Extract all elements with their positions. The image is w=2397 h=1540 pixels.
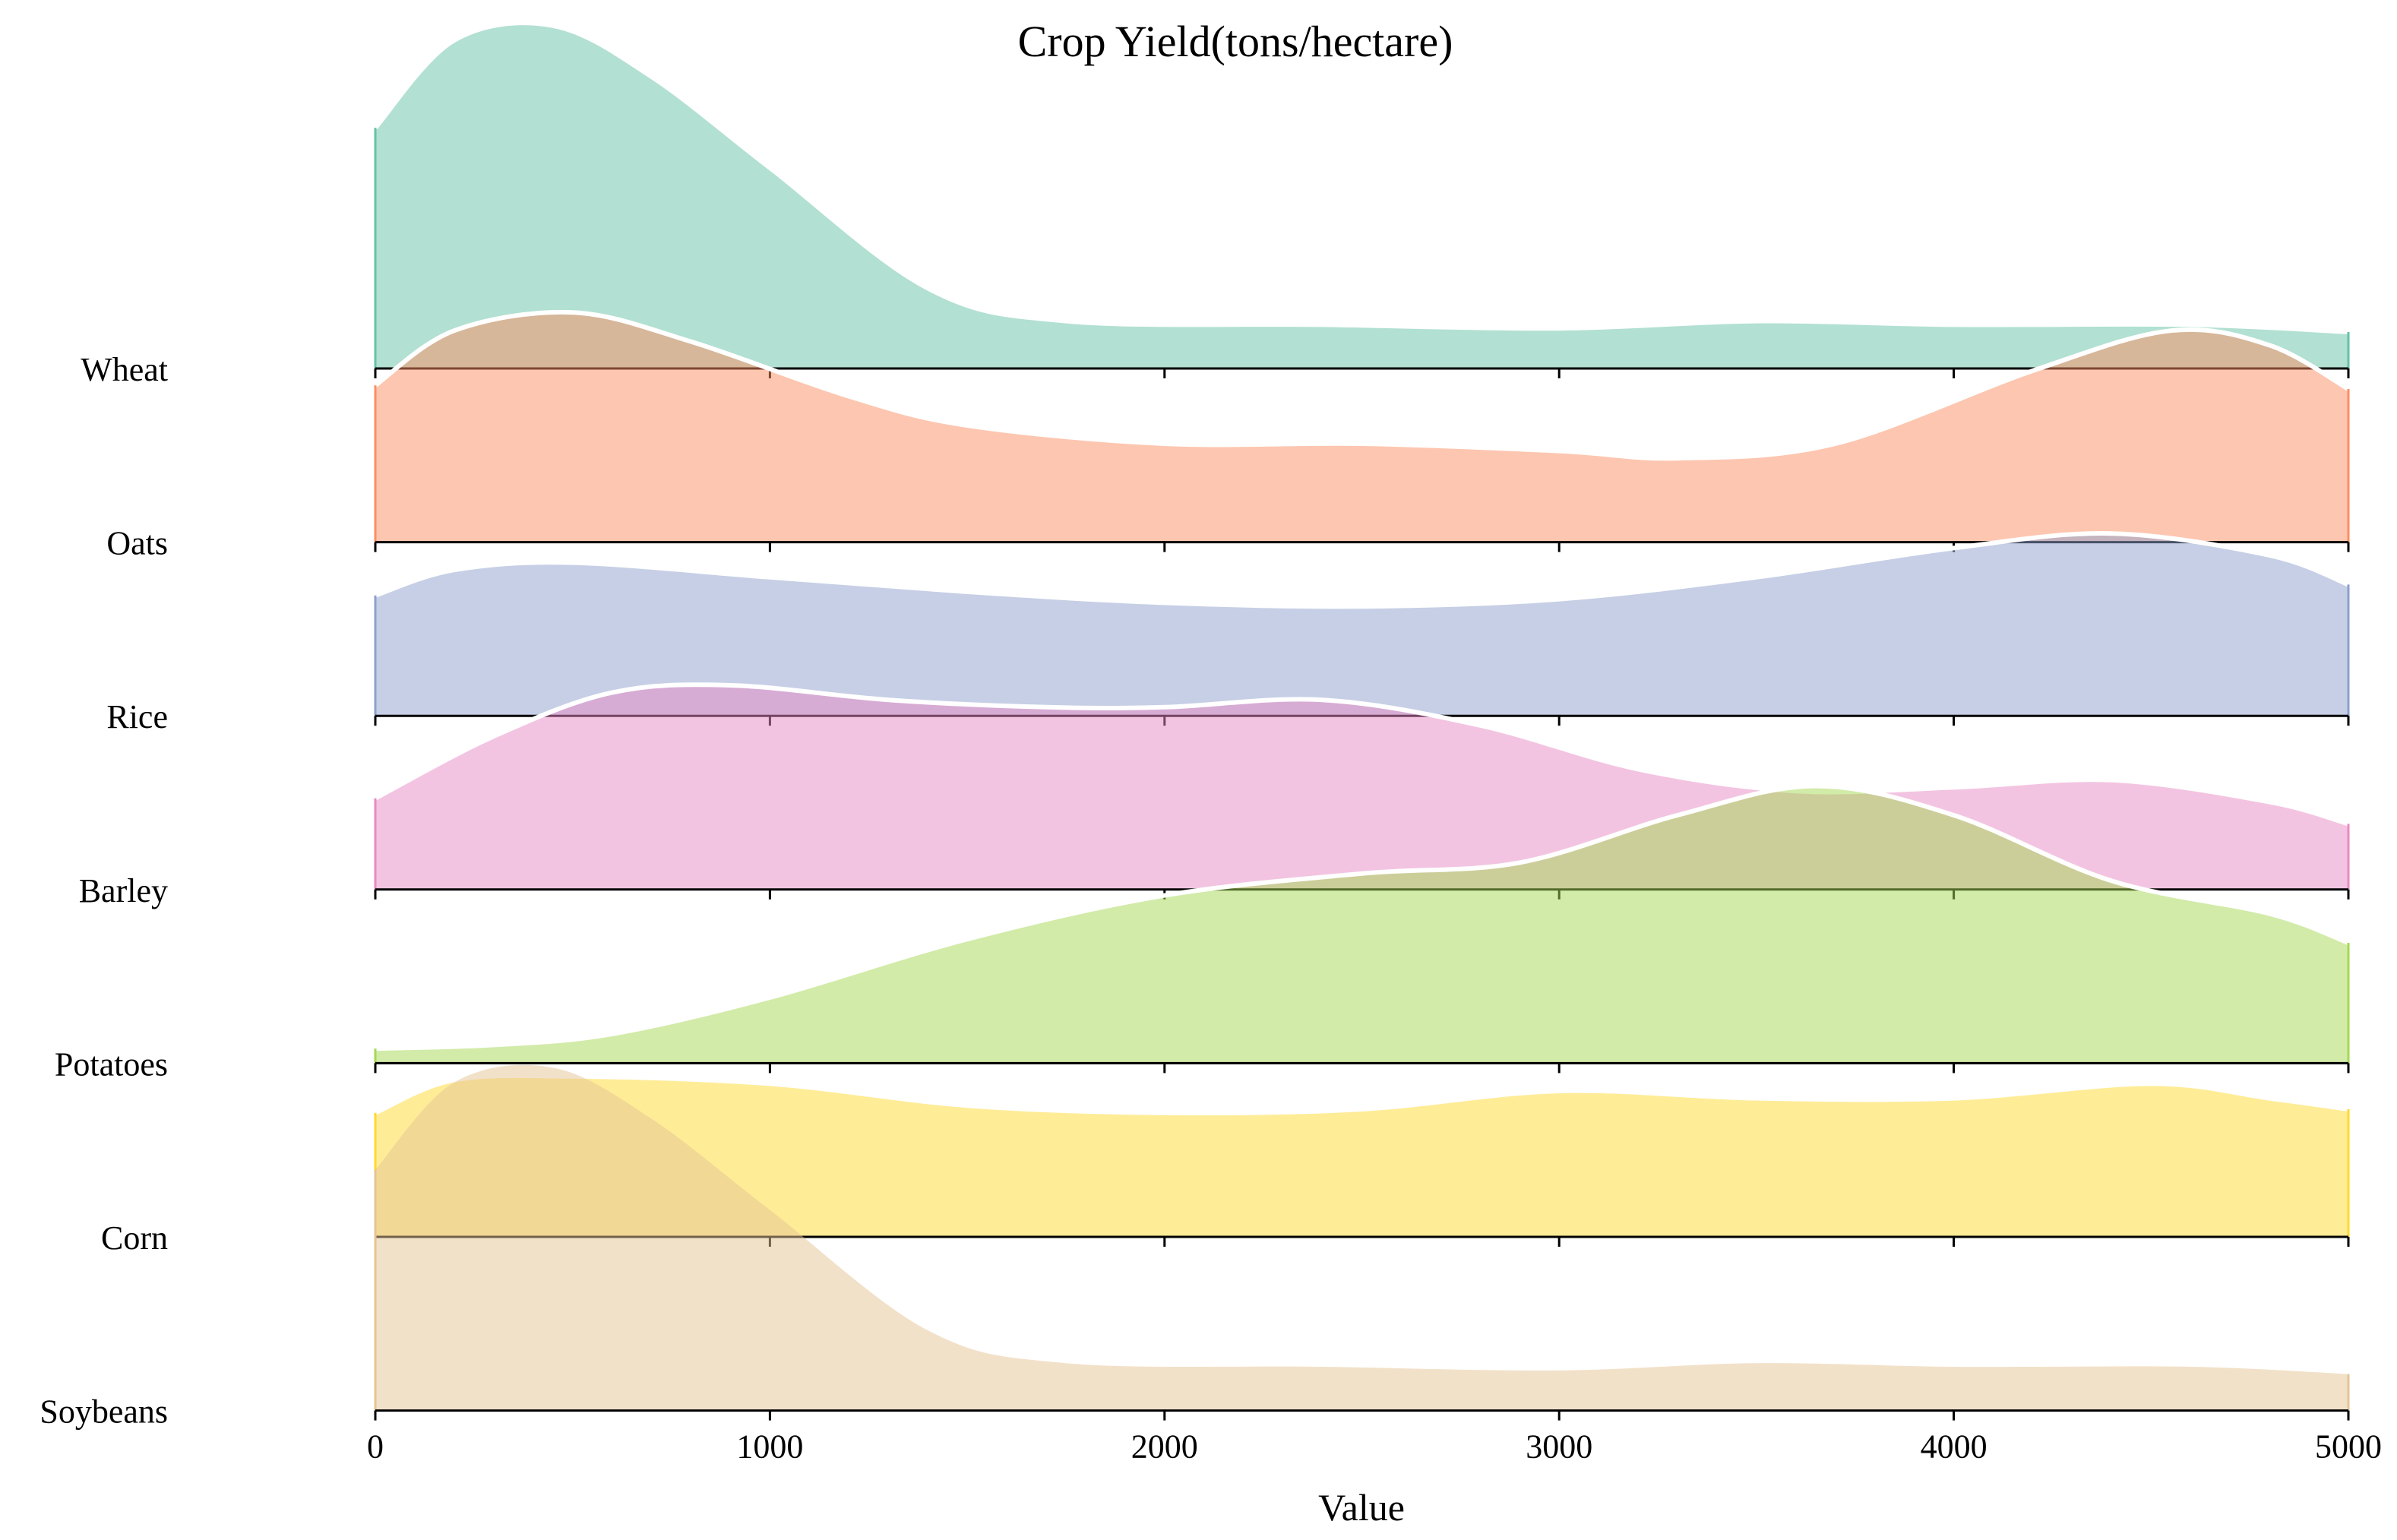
x-tick-label: 1000 <box>736 1428 803 1466</box>
ridge-outline-corn <box>374 1073 2349 1116</box>
x-tick-label: 2000 <box>1131 1428 1198 1466</box>
ridge-layers: Wheat Oats Rice Barley Potatoes Corn Soybeans <box>40 21 2350 1431</box>
x-tick-label: 5000 <box>2315 1428 2382 1466</box>
ridge-label-potatoes: Potatoes <box>55 1045 168 1083</box>
ridge-label-barley: Barley <box>79 872 168 909</box>
ridge-label-corn: Corn <box>101 1219 168 1257</box>
x-tick-label: 3000 <box>1526 1428 1592 1466</box>
ridge-area-corn <box>375 1075 2348 1237</box>
x-axis-title: Value <box>1318 1486 1405 1529</box>
ridge-soybeans: Soybeans <box>40 1064 2350 1431</box>
chart-title: Crop Yield(tons/hectare) <box>1018 17 1453 66</box>
ridge-label-soybeans: Soybeans <box>40 1393 168 1431</box>
ridge-label-oats: Oats <box>106 525 168 562</box>
x-axis: 0 1000 2000 3000 4000 5000 <box>367 1428 2382 1466</box>
ridge-potatoes: Potatoes <box>55 783 2350 1083</box>
ridge-wheat: Wheat <box>81 21 2350 388</box>
ridge-outline-oats <box>374 309 2350 461</box>
x-tick-label: 4000 <box>1921 1428 1987 1466</box>
x-tick-label: 0 <box>367 1428 384 1466</box>
ridge-area-wheat <box>375 23 2348 369</box>
ridge-label-wheat: Wheat <box>81 351 168 388</box>
ridge-label-rice: Rice <box>106 698 168 735</box>
ridge-area-potatoes <box>375 786 2348 1064</box>
ridge-area-soybeans <box>375 1064 2348 1411</box>
ridge-outline-wheat <box>373 21 2349 334</box>
ridge-outline-barley <box>374 682 2349 827</box>
ridge-outline-potatoes <box>375 783 2350 1051</box>
ridge-area-rice <box>375 533 2348 716</box>
ridge-oats: Oats <box>106 309 2350 562</box>
ridge-corn: Corn <box>101 1073 2350 1257</box>
ridge-outline-rice <box>375 531 2350 609</box>
ridge-area-oats <box>375 311 2348 542</box>
